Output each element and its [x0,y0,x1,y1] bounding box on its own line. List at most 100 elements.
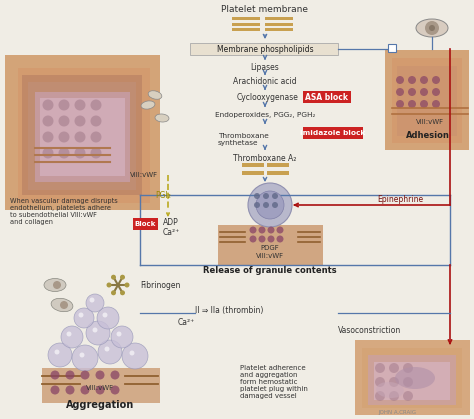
Circle shape [375,377,385,387]
Circle shape [276,227,283,233]
Circle shape [111,290,116,295]
Circle shape [129,351,135,355]
Circle shape [91,132,101,142]
Text: Adhesion: Adhesion [406,130,450,140]
Circle shape [249,227,256,233]
Circle shape [258,235,265,243]
Bar [362,348,462,408]
Text: Thromboxane A₂: Thromboxane A₂ [233,153,297,163]
Circle shape [375,363,385,373]
Circle shape [276,235,283,243]
Circle shape [58,147,70,158]
Circle shape [48,343,72,367]
Circle shape [263,202,269,208]
Text: VIII:vWF: VIII:vWF [86,385,114,391]
Circle shape [91,116,101,127]
Circle shape [258,227,265,233]
Bar [355,340,470,415]
Circle shape [43,132,54,142]
Circle shape [408,100,416,108]
Circle shape [408,88,416,96]
Bar [42,368,160,403]
Text: Vasoconstriction: Vasoconstriction [338,326,401,334]
Circle shape [53,281,61,289]
Bar [232,23,260,26]
Circle shape [97,307,119,329]
Text: Epinephrine: Epinephrine [377,194,423,204]
Circle shape [420,88,428,96]
Ellipse shape [395,367,435,389]
Bar [232,17,260,20]
Bar [388,44,396,52]
Circle shape [43,147,54,158]
Circle shape [272,202,278,208]
Circle shape [74,116,85,127]
Text: Platelet adherence
and aggregation
form hemostatic
platelet plug within
damaged : Platelet adherence and aggregation form … [240,365,308,399]
Circle shape [432,76,440,84]
Circle shape [117,331,121,336]
Bar [397,66,457,136]
Circle shape [425,21,439,35]
Text: ADP: ADP [163,217,179,227]
Circle shape [79,313,83,318]
Bar [267,163,289,168]
Bar [40,98,125,176]
Circle shape [254,193,260,199]
Circle shape [389,377,399,387]
Bar [265,23,293,26]
Circle shape [60,301,68,309]
Bar [190,43,338,55]
Circle shape [254,202,260,208]
Circle shape [86,294,104,312]
Circle shape [91,99,101,111]
Circle shape [95,370,104,380]
Circle shape [263,193,269,199]
Circle shape [92,328,98,333]
Text: Ca²⁺: Ca²⁺ [163,228,180,236]
Text: Platelet membrane: Platelet membrane [221,5,309,15]
Text: Endoperoxides, PGG₂, PGH₂: Endoperoxides, PGG₂, PGH₂ [215,112,315,118]
Circle shape [403,391,413,401]
Bar [392,58,462,143]
Text: VIII:vWF: VIII:vWF [130,172,158,178]
Circle shape [403,377,413,387]
Ellipse shape [376,382,404,398]
Bar [35,92,130,182]
Circle shape [429,25,435,31]
Circle shape [65,370,74,380]
Ellipse shape [51,298,73,312]
Circle shape [389,363,399,373]
Circle shape [120,275,125,280]
Circle shape [110,370,119,380]
Text: Lipases: Lipases [251,62,279,72]
Circle shape [375,391,385,401]
Text: JOHN A.CRAIG: JOHN A.CRAIG [378,409,416,414]
Text: Block: Block [134,221,155,227]
Circle shape [102,313,108,318]
Circle shape [72,345,98,371]
Circle shape [432,100,440,108]
Circle shape [389,391,399,401]
Circle shape [249,235,256,243]
Circle shape [80,352,84,357]
Circle shape [86,321,110,345]
Ellipse shape [148,91,162,99]
Circle shape [111,275,116,280]
Ellipse shape [141,101,155,109]
Ellipse shape [44,279,66,292]
Circle shape [110,385,119,395]
Bar [265,28,293,31]
Circle shape [65,385,74,395]
Circle shape [396,88,404,96]
Circle shape [43,116,54,127]
Bar [242,163,264,168]
Text: VIII:vWF: VIII:vWF [256,253,284,259]
Bar [303,127,363,139]
Bar [368,355,456,405]
Text: Cyclooxygenase: Cyclooxygenase [237,93,299,101]
Circle shape [408,76,416,84]
Bar [267,171,289,176]
Circle shape [267,235,274,243]
Circle shape [248,183,292,227]
Circle shape [51,370,60,380]
